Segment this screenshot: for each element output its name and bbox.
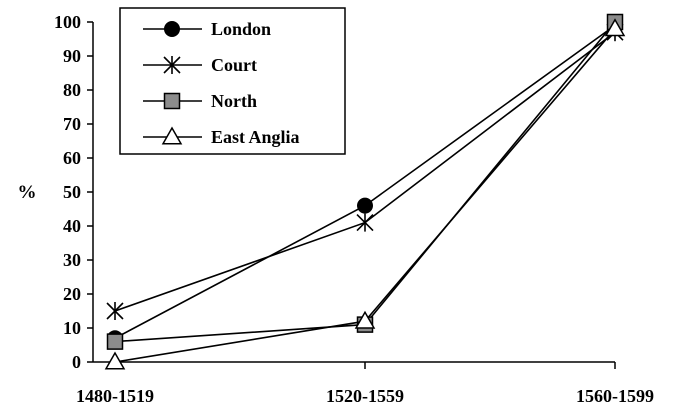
data-point-london	[357, 197, 373, 214]
y-tick-label: 70	[63, 114, 81, 134]
legend-marker-court	[163, 56, 181, 74]
data-point-court	[356, 213, 374, 232]
legend: London Court North East Anglia	[119, 7, 346, 155]
legend-label: London	[211, 19, 271, 39]
y-tick-label: 0	[72, 352, 81, 372]
data-point-court	[106, 302, 124, 320]
y-tick-label: 100	[54, 12, 81, 32]
y-tick-label: 20	[63, 284, 81, 304]
x-tick-label: 1480-1519	[76, 386, 154, 406]
y-tick-label: 90	[63, 46, 81, 66]
legend-box	[119, 7, 346, 155]
y-tick-label: 60	[63, 148, 81, 168]
legend-item-court: Court	[143, 55, 257, 75]
legend-marker-north	[163, 92, 181, 110]
y-tick-label: 50	[63, 182, 81, 202]
data-point-east-anglia	[104, 351, 126, 370]
data-point-north	[106, 333, 124, 350]
x-tick-labels: 1480-1519 1520-1559 1560-1599	[76, 386, 654, 406]
y-tick-label: 10	[63, 318, 81, 338]
y-axis-label: %	[18, 182, 37, 203]
legend-item-north: North	[143, 91, 257, 111]
x-tick-label: 1520-1559	[326, 386, 404, 406]
legend-item-london: London	[143, 19, 271, 39]
series-lines	[104, 13, 626, 370]
legend-marker-east-anglia	[161, 126, 183, 145]
y-tick-label: 40	[63, 216, 81, 236]
data-point-east-anglia	[354, 310, 376, 329]
x-tick-label: 1560-1599	[576, 386, 654, 406]
y-tick-labels: 0 10 20 30 40 50 60 70 80 90 100	[54, 12, 81, 372]
legend-label: East Anglia	[211, 127, 300, 147]
series-east-anglia	[104, 18, 626, 370]
legend-marker-london	[164, 21, 180, 37]
legend-label: Court	[211, 55, 257, 75]
y-tick-label: 80	[63, 80, 81, 100]
legend-label: North	[211, 91, 257, 111]
y-tick-label: 30	[63, 250, 81, 270]
data-point-east-anglia	[604, 18, 626, 37]
legend-item-east-anglia: East Anglia	[143, 126, 300, 147]
